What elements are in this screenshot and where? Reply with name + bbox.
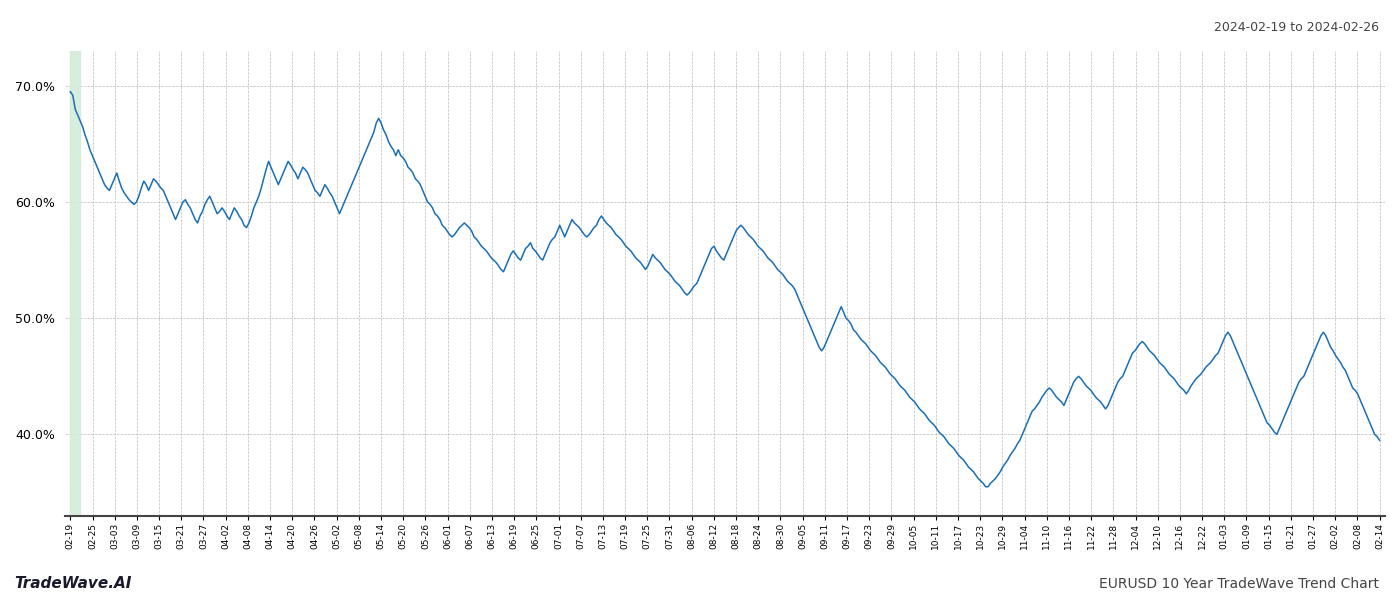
- Text: 2024-02-19 to 2024-02-26: 2024-02-19 to 2024-02-26: [1214, 21, 1379, 34]
- Text: EURUSD 10 Year TradeWave Trend Chart: EURUSD 10 Year TradeWave Trend Chart: [1099, 577, 1379, 591]
- Text: TradeWave.AI: TradeWave.AI: [14, 576, 132, 591]
- Bar: [70, 51, 80, 516]
